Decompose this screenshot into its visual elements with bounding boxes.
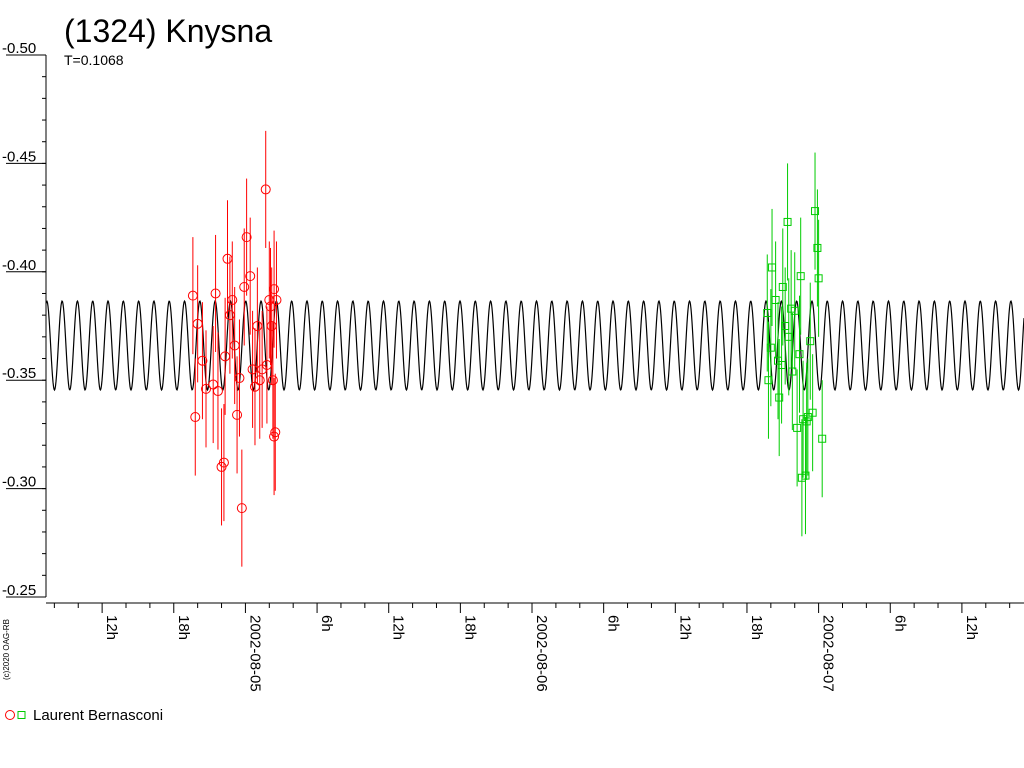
data-point: [778, 282, 787, 291]
y-tick-label: -0.30: [2, 474, 36, 491]
data-point: [265, 301, 276, 312]
data-point: [811, 207, 820, 216]
legend: Laurent Bernasconi: [5, 707, 163, 724]
data-point: [793, 423, 802, 432]
data-point: [218, 457, 229, 468]
model-curve-line: [45, 299, 1024, 392]
x-tick-label: 18h: [175, 615, 192, 640]
data-point: [197, 355, 208, 366]
x-tick-label: 2002-08-06: [533, 615, 550, 692]
data-point: [236, 503, 247, 514]
x-tick-label: 18h: [748, 615, 765, 640]
data-point: [254, 375, 265, 386]
x-axis: 12h 18h 2002-08-05 6h 12h 18h 2002-08-06 6h 12h 1…: [46, 602, 1024, 692]
legend-label: Laurent Bernasconi: [33, 707, 163, 724]
data-point: [239, 281, 250, 292]
x-tick-label: 2002-08-07: [820, 615, 837, 692]
chart-title: (1324) Knysna: [64, 13, 272, 49]
data-point: [771, 295, 780, 304]
data-point: [234, 373, 245, 384]
x-tick-label: 6h: [318, 615, 335, 632]
data-point: [802, 417, 811, 426]
data-point: [227, 294, 238, 305]
legend-square-marker: [17, 711, 26, 719]
x-tick-label: 12h: [676, 615, 693, 640]
x-tick-label: 6h: [891, 615, 908, 632]
data-point: [764, 376, 773, 385]
data-point: [232, 409, 243, 420]
data-point: [260, 184, 271, 195]
data-point: [795, 350, 804, 359]
x-tick-label: 2002-08-05: [246, 615, 263, 692]
data-point: [271, 294, 282, 305]
data-point: [790, 306, 799, 315]
x-tick-label: 12h: [103, 615, 120, 640]
x-tick-label: 18h: [461, 615, 478, 640]
data-point: [803, 413, 812, 422]
data-point: [788, 367, 797, 376]
y-tick-label: -0.35: [2, 365, 36, 382]
data-point: [245, 271, 256, 282]
legend-circle-marker: [5, 710, 15, 720]
data-point: [818, 434, 827, 443]
series-square: [763, 152, 827, 537]
copyright-text: (c)2020 OAG-RB: [2, 619, 11, 680]
series-circle: [187, 130, 282, 567]
y-tick-label: -0.40: [2, 257, 36, 274]
data-point: [267, 375, 278, 386]
y-tick-label: -0.50: [2, 40, 36, 57]
data-point: [190, 412, 201, 423]
x-tick-label: 12h: [963, 615, 980, 640]
data-point: [270, 427, 281, 438]
chart-subtitle: T=0.1068: [64, 52, 124, 68]
data-point: [201, 383, 212, 394]
data-point: [210, 288, 221, 299]
data-point: [783, 217, 792, 226]
data-point: [801, 471, 810, 480]
series-layer: [187, 130, 827, 567]
data-point: [766, 343, 775, 352]
data-point: [269, 431, 280, 442]
y-tick-label: -0.25: [2, 582, 36, 599]
data-point: [808, 408, 817, 417]
data-point: [241, 232, 252, 243]
data-point: [775, 393, 784, 402]
y-tick-label: -0.45: [2, 148, 36, 165]
x-tick-label: 12h: [390, 615, 407, 640]
data-point: [269, 284, 280, 295]
x-tick-label: 6h: [605, 615, 622, 632]
data-point: [796, 272, 805, 281]
data-point: [212, 386, 223, 397]
data-point: [806, 337, 815, 346]
data-point: [813, 243, 822, 252]
data-point: [814, 274, 823, 283]
y-axis: -0.50 -0.45 -0.40 -0.35 -0.30 -0.25: [2, 40, 47, 599]
model-curve: [45, 299, 1024, 392]
